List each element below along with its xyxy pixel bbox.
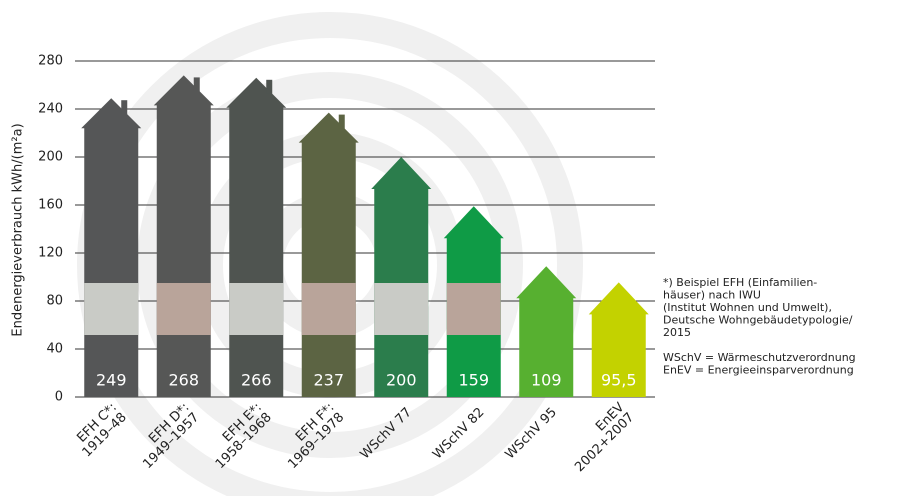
note: häuser) nach IWU	[663, 289, 761, 302]
y-tick-label: 80	[46, 294, 63, 309]
y-tick-label: 200	[38, 150, 63, 165]
house-bar	[516, 266, 577, 397]
value-label: 109	[531, 371, 562, 390]
house-photo	[84, 283, 139, 335]
house-bar	[298, 112, 359, 397]
note: EnEV = Energieeinsparverordnung	[663, 364, 854, 377]
value-label: 95,5	[601, 371, 637, 390]
house-bar	[81, 98, 142, 397]
chimney	[193, 77, 200, 92]
note: WSchV = Wärmeschutzverordnung	[663, 351, 856, 364]
value-label: 200	[386, 371, 417, 390]
note: Deutsche Wohngebäudetypologie/	[663, 314, 853, 327]
note: 2015	[663, 326, 691, 339]
chimney	[266, 79, 273, 94]
house-photo	[229, 283, 284, 335]
house-photo	[156, 283, 211, 335]
value-label: 237	[313, 371, 344, 390]
y-axis-label: Endenergieverbrauch kWh/(m²a)	[11, 123, 26, 336]
house-photo	[446, 283, 501, 335]
house-photo	[374, 283, 429, 335]
house-photo	[301, 283, 356, 335]
house-bar	[371, 157, 432, 397]
y-tick-label: 160	[38, 198, 63, 213]
note: *) Beispiel EFH (Einfamilien-	[663, 276, 817, 289]
house-bar	[588, 282, 649, 397]
house-bar	[153, 75, 214, 398]
y-tick-label: 120	[38, 246, 63, 261]
y-tick-label: 40	[46, 342, 63, 357]
house-bar	[226, 77, 287, 398]
value-label: 266	[241, 371, 272, 390]
chimney	[338, 114, 345, 129]
value-label: 268	[168, 371, 199, 390]
x-tick-label: EFH C*:1919–48	[69, 400, 129, 460]
y-tick-label: 240	[38, 102, 63, 117]
chimney	[121, 100, 128, 115]
value-label: 159	[458, 371, 489, 390]
note: (Institut Wohnen und Umwelt),	[663, 301, 832, 314]
x-tick-label: EnEV2002+2007	[562, 400, 637, 475]
y-tick-label: 280	[38, 54, 63, 69]
y-tick-label: 0	[55, 390, 63, 405]
value-label: 249	[96, 371, 127, 390]
